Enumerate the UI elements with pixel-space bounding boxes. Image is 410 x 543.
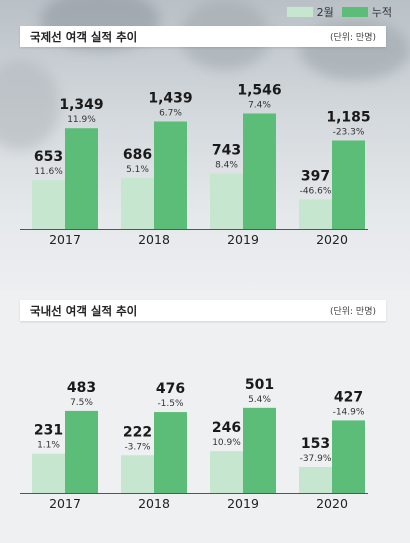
- international-value-label-cumulative-2018: 1,439: [148, 91, 192, 107]
- international-value-label-monthly-2017: 653: [34, 149, 63, 165]
- international-change-label-monthly-2017: 11.6%: [34, 167, 63, 177]
- international-change-label-cumulative-2020: -23.3%: [333, 127, 365, 137]
- international-title-bar: 국제선 여객 실적 추이 (단위: 만명): [20, 26, 386, 47]
- international-change-label-monthly-2018: 5.1%: [126, 165, 149, 175]
- domestic-change-label-monthly-2019: 10.9%: [212, 438, 241, 448]
- international-category-label-2017: 2017: [49, 232, 81, 247]
- international-value-label-monthly-2018: 686: [123, 147, 152, 163]
- domestic-chart: 1.1% 231 7.5% 483 2017 -3.7% 222 -1.5% 476 2018 10…: [20, 377, 368, 511]
- domestic-category-label-2019: 2019: [227, 496, 259, 511]
- legend-label-monthly: 2월: [316, 6, 334, 19]
- legend-label-cumulative: 누적: [371, 6, 392, 19]
- domestic-value-label-monthly-2019: 246: [212, 420, 241, 436]
- domestic-value-label-cumulative-2017: 483: [67, 380, 96, 396]
- international-bar-cumulative-2018: [154, 121, 187, 229]
- domestic-category-label-2020: 2020: [316, 496, 348, 511]
- international-value-label-cumulative-2019: 1,546: [237, 83, 281, 99]
- legend-swatch-cumulative: [341, 7, 368, 17]
- international-value-label-cumulative-2017: 1,349: [59, 97, 103, 113]
- international-value-label-monthly-2019: 743: [212, 142, 241, 158]
- legend: 2월 누적: [279, 4, 392, 20]
- international-change-label-cumulative-2019: 7.4%: [248, 101, 271, 111]
- domestic-value-label-monthly-2017: 231: [34, 423, 63, 439]
- international-bar-monthly-2019: [210, 173, 243, 229]
- international-bar-monthly-2020: [299, 199, 332, 229]
- international-change-label-cumulative-2017: 11.9%: [67, 115, 96, 125]
- international-unit-label: (단위: 만명): [329, 33, 376, 43]
- international-bar-monthly-2018: [121, 177, 154, 229]
- domestic-value-label-cumulative-2019: 501: [245, 377, 274, 393]
- domestic-bar-monthly-2018: [121, 455, 154, 493]
- international-change-label-monthly-2020: -46.6%: [300, 186, 332, 196]
- international-value-label-monthly-2020: 397: [301, 168, 330, 184]
- domestic-change-label-cumulative-2019: 5.4%: [248, 395, 271, 405]
- international-value-label-cumulative-2020: 1,185: [326, 109, 370, 125]
- legend-swatch-monthly: [286, 7, 313, 17]
- international-bar-monthly-2017: [32, 180, 65, 229]
- domestic-change-label-cumulative-2020: -14.9%: [333, 407, 365, 417]
- international-bar-cumulative-2019: [243, 113, 276, 229]
- international-change-label-monthly-2019: 8.4%: [215, 160, 238, 170]
- domestic-value-label-monthly-2020: 153: [301, 436, 330, 452]
- domestic-title-bar: 국내선 여객 실적 추이 (단위: 만명): [20, 300, 386, 321]
- domestic-category-label-2017: 2017: [49, 496, 81, 511]
- domestic-change-label-monthly-2020: -37.9%: [300, 454, 332, 464]
- domestic-change-label-cumulative-2018: -1.5%: [157, 399, 184, 409]
- domestic-value-label-cumulative-2020: 427: [334, 389, 363, 405]
- domestic-unit-label: (단위: 만명): [329, 307, 376, 317]
- domestic-value-label-cumulative-2018: 476: [156, 381, 185, 397]
- domestic-bar-monthly-2017: [32, 453, 65, 493]
- domestic-category-label-2018: 2018: [138, 496, 170, 511]
- domestic-bar-cumulative-2018: [154, 412, 187, 493]
- domestic-chart-title: 국내선 여객 실적 추이: [30, 303, 138, 318]
- domestic-change-label-monthly-2018: -3.7%: [124, 442, 151, 452]
- domestic-bar-cumulative-2020: [332, 420, 365, 493]
- international-category-label-2018: 2018: [138, 232, 170, 247]
- domestic-change-label-cumulative-2017: 7.5%: [70, 398, 93, 408]
- international-bar-cumulative-2020: [332, 140, 365, 229]
- international-category-label-2019: 2019: [227, 232, 259, 247]
- domestic-change-label-monthly-2017: 1.1%: [37, 441, 60, 451]
- domestic-value-label-monthly-2018: 222: [123, 424, 152, 440]
- international-category-label-2020: 2020: [316, 232, 348, 247]
- international-chart-title: 국제선 여객 실적 추이: [30, 29, 138, 44]
- international-bar-cumulative-2017: [65, 128, 98, 229]
- domestic-bar-cumulative-2019: [243, 407, 276, 493]
- domestic-bar-monthly-2019: [210, 451, 243, 493]
- domestic-bar-monthly-2020: [299, 466, 332, 493]
- international-change-label-cumulative-2018: 6.7%: [159, 109, 182, 119]
- international-chart: 11.6% 653 11.9% 1,349 2017 5.1% 686 6.7% 1,439 20…: [20, 83, 371, 247]
- domestic-bar-cumulative-2017: [65, 410, 98, 493]
